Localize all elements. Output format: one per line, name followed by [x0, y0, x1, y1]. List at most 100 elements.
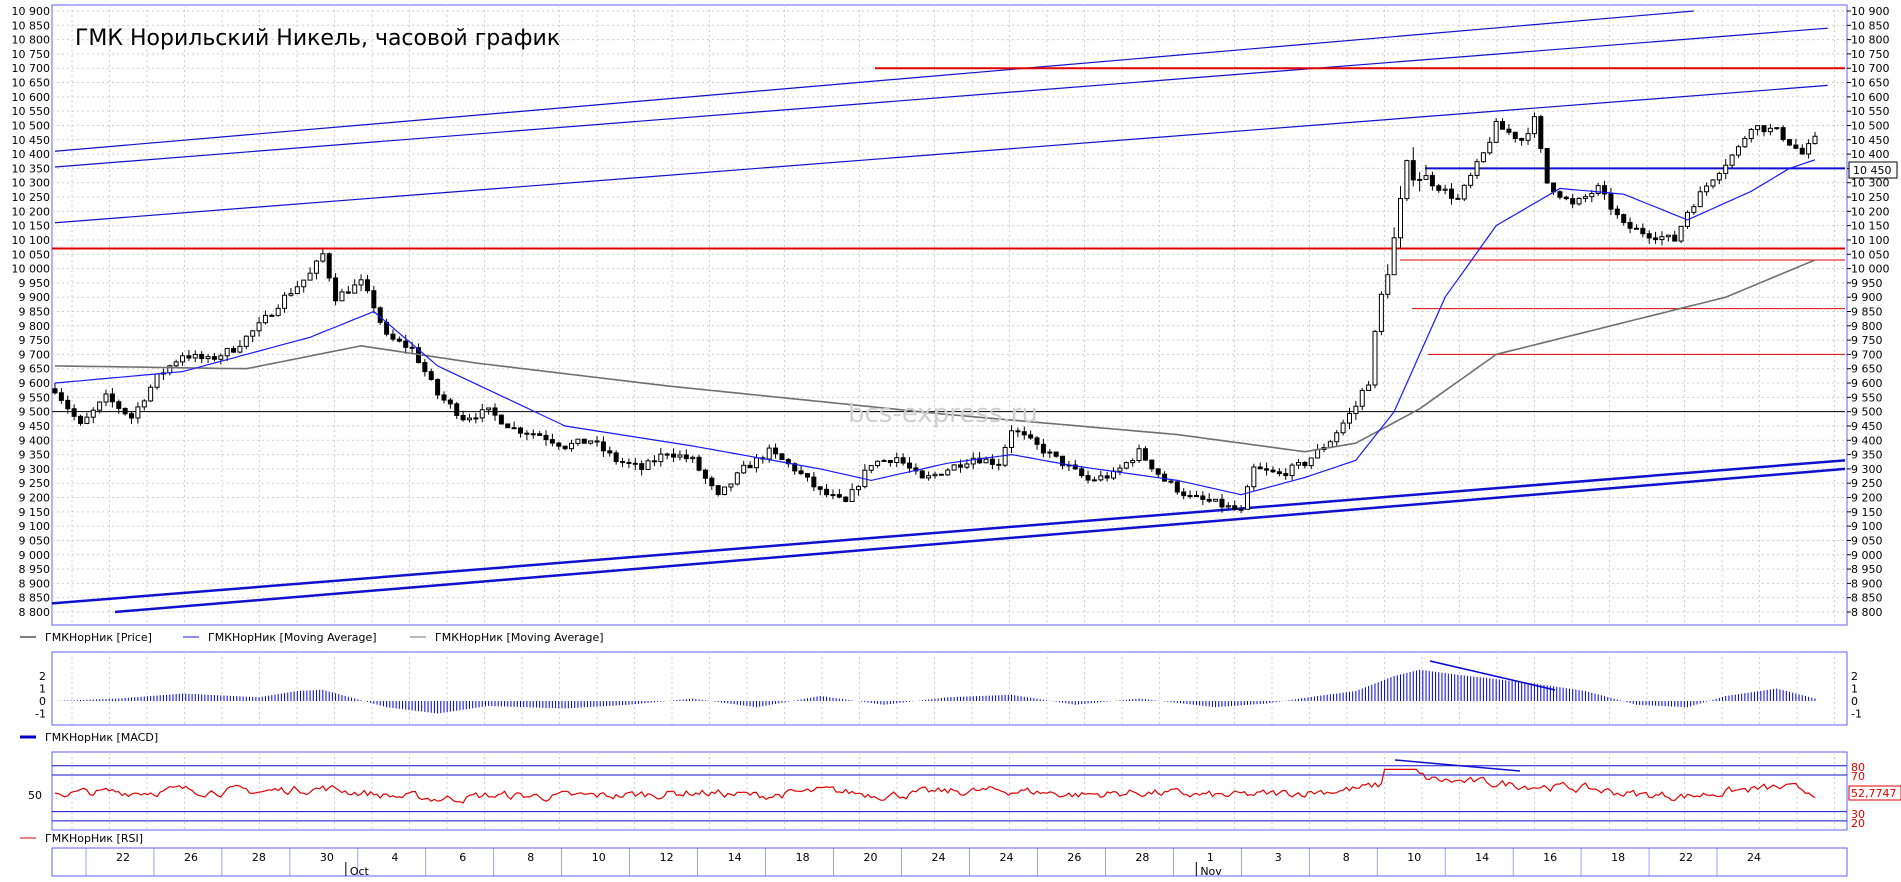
y-tick-right: 10 650 — [1851, 77, 1890, 90]
candle-body — [1149, 459, 1155, 470]
y-tick-right: 10 750 — [1851, 48, 1890, 61]
candle-body — [1289, 464, 1295, 477]
candle-body — [473, 417, 479, 420]
y-tick-right: 10 550 — [1851, 105, 1890, 118]
channel-line — [54, 10, 1694, 152]
candle-body — [441, 394, 447, 401]
candle-body — [938, 473, 944, 476]
candle-body — [581, 438, 587, 444]
x-day-label: 26 — [1067, 851, 1081, 864]
candle-body — [1213, 498, 1219, 502]
y-tick-right: 8 850 — [1851, 592, 1883, 605]
candle-body — [849, 489, 855, 502]
candle-body — [1761, 125, 1767, 133]
candle-body — [1710, 179, 1716, 187]
candle-body — [594, 440, 600, 443]
candle-body — [1091, 479, 1097, 482]
y-tick-right: 10 500 — [1851, 119, 1890, 132]
candle-body — [1193, 494, 1199, 497]
rsi-last-value: 52,7747 — [1851, 787, 1897, 800]
candle-body — [741, 464, 747, 474]
y-tick-left: 9 700 — [19, 348, 51, 361]
candle-body — [518, 427, 524, 434]
candle-body — [1563, 196, 1569, 200]
candle-body — [294, 286, 300, 295]
candle-body — [1174, 481, 1180, 493]
y-tick-left: 9 900 — [19, 291, 51, 304]
y-tick-left: 10 550 — [12, 105, 51, 118]
candle-body — [1659, 236, 1665, 241]
x-day-label: 10 — [592, 851, 606, 864]
support-trendline — [114, 467, 1846, 614]
y-tick-left: 9 000 — [19, 549, 51, 562]
candle-body — [97, 401, 103, 411]
candle-body — [1512, 131, 1518, 140]
candle-body — [1404, 160, 1410, 200]
candle-body — [447, 399, 453, 405]
y-tick-right: 9 250 — [1851, 477, 1883, 490]
candle-body — [345, 291, 351, 294]
candle-body — [1238, 508, 1244, 511]
y-tick-right: 10 800 — [1851, 34, 1890, 47]
candle-body — [715, 485, 721, 495]
candle-body — [1047, 451, 1053, 454]
candle-body — [537, 433, 543, 436]
candle-body — [320, 253, 326, 262]
y-tick-left: 9 350 — [19, 449, 51, 462]
candle-body — [817, 486, 823, 490]
candle-body — [779, 453, 785, 461]
candle-body — [1423, 175, 1429, 180]
candle-body — [1232, 505, 1238, 510]
candle-body — [1009, 430, 1015, 448]
candle-body — [1359, 389, 1365, 407]
last-price-label: 10 450 — [1853, 164, 1892, 177]
candle-body — [977, 457, 983, 464]
channel-line — [54, 84, 1828, 224]
candle-body — [1614, 208, 1620, 216]
macd-panel-frame — [51, 651, 1848, 726]
candle-body — [677, 454, 683, 458]
y-tick-left: 10 500 — [12, 119, 51, 132]
candle-body — [1525, 133, 1531, 141]
candle-body — [1002, 446, 1008, 466]
candle-body — [1040, 443, 1046, 454]
candle-body — [288, 293, 294, 296]
candle-body — [983, 458, 989, 464]
x-day-label: 28 — [252, 851, 266, 864]
candle-body — [1206, 498, 1212, 502]
y-tick-right: 9 450 — [1851, 420, 1883, 433]
candle-body — [1072, 464, 1078, 470]
candle-body — [1200, 495, 1206, 500]
candle-body — [1257, 466, 1263, 470]
x-day-label: 10 — [1407, 851, 1421, 864]
candle-body — [1786, 139, 1792, 146]
candle-body — [256, 322, 262, 332]
candle-body — [1346, 413, 1352, 424]
y-tick-left: 9 200 — [19, 492, 51, 505]
candle-body — [1104, 475, 1110, 479]
y-tick-left: 10 450 — [12, 134, 51, 147]
candle-body — [275, 307, 281, 316]
trendlines — [51, 10, 1846, 614]
candle-body — [486, 407, 492, 411]
candle-body — [301, 279, 307, 288]
x-day-label: 3 — [1275, 851, 1282, 864]
candle-body — [1276, 471, 1282, 475]
ma-fast-line — [54, 159, 1816, 496]
candle-body — [1015, 430, 1021, 433]
candle-body — [932, 473, 938, 477]
y-tick-right: 10 400 — [1851, 148, 1890, 161]
candle-body — [1589, 192, 1595, 198]
price-panel-frame — [51, 4, 1848, 626]
x-axis-frame — [51, 847, 1848, 877]
x-day-label: 1 — [1207, 851, 1214, 864]
y-tick-right: 8 900 — [1851, 577, 1883, 590]
candle-body — [1034, 437, 1040, 445]
candle-body — [1697, 191, 1703, 208]
candle-body — [1270, 469, 1276, 473]
candle-body — [702, 469, 708, 479]
candle-body — [645, 460, 651, 470]
y-tick-left: 9 450 — [19, 420, 51, 433]
candle-body — [1098, 475, 1104, 481]
